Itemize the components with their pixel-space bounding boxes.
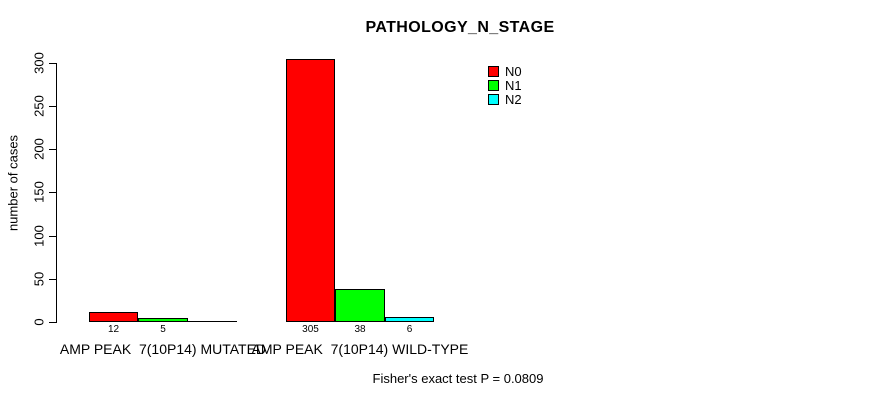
- y-axis-tick-label: 100: [31, 225, 47, 247]
- legend-item-n0: N0: [488, 64, 522, 79]
- y-axis-tick-label: 250: [31, 95, 47, 117]
- y-axis-tick: [49, 236, 56, 237]
- y-axis-title: number of cases: [5, 134, 21, 232]
- fisher-test-annotation: Fisher's exact test P = 0.0809: [372, 371, 544, 386]
- y-axis-tick: [49, 106, 56, 107]
- y-axis-tick-label: 50: [31, 271, 47, 287]
- y-axis-tick: [49, 322, 56, 323]
- bar-n1-group1: [138, 318, 188, 322]
- y-axis-tick-label: 300: [31, 52, 47, 74]
- legend-item-n2: N2: [488, 92, 522, 107]
- legend-swatch-n0: [488, 66, 499, 77]
- bar-n0-group2: [286, 59, 335, 322]
- y-axis-tick-label: 200: [31, 138, 47, 160]
- y-axis-tick-label: 150: [31, 181, 47, 203]
- legend-swatch-n2: [488, 94, 499, 105]
- x-axis-category-label: AMP PEAK 7(10P14) MUTATED: [59, 341, 267, 357]
- bar-n2-group1-zero-line: [188, 321, 237, 322]
- y-axis-tick: [49, 63, 56, 64]
- bar-n2-group2: [385, 317, 434, 322]
- bar-n0-group1: [89, 312, 138, 322]
- y-axis-tick: [49, 149, 56, 150]
- y-axis-tick-label: 0: [31, 318, 47, 326]
- x-axis-category-label: AMP PEAK 7(10P14) WILD-TYPE: [251, 341, 469, 357]
- legend-item-n1: N1: [488, 78, 522, 93]
- y-axis-tick: [49, 279, 56, 280]
- legend-label: N1: [505, 78, 522, 93]
- y-axis-tick: [49, 192, 56, 193]
- bar-value-label: 5: [160, 324, 166, 335]
- bar-value-label: 305: [302, 324, 319, 335]
- bar-value-label: 6: [406, 324, 413, 335]
- legend: N0 N1 N2: [488, 64, 522, 107]
- legend-swatch-n1: [488, 80, 499, 91]
- chart-title: PATHOLOGY_N_STAGE: [365, 19, 555, 36]
- legend-label: N2: [505, 92, 522, 107]
- bar-value-label: 38: [354, 324, 366, 335]
- legend-label: N0: [505, 64, 522, 79]
- y-axis-line: [56, 63, 57, 323]
- bar-value-label: 12: [107, 324, 120, 335]
- bar-n1-group2: [335, 289, 385, 322]
